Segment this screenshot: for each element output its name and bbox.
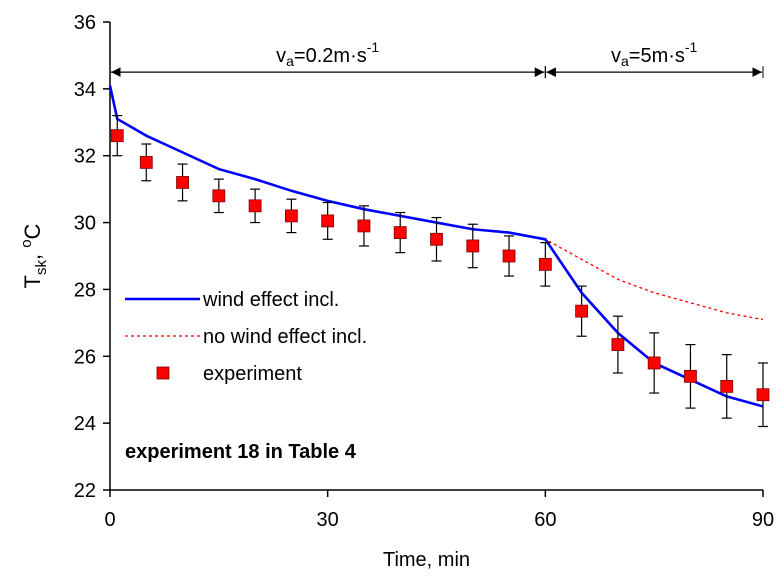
span-label: va=5m·s-1 [611,39,698,69]
span-label-part: =0.2m·s [294,45,367,67]
y-axis-title: Tsk, oC [18,223,50,288]
y-tick-label: 36 [74,12,96,34]
y-axis-title-part: , [20,248,45,260]
marker [756,388,770,402]
marker [575,304,589,318]
span-label-part: a [621,53,629,69]
y-tick-label: 32 [74,146,96,168]
marker [538,257,552,271]
x-axis-title: Time, min [383,549,470,571]
marker [647,356,661,370]
y-tick-label: 34 [74,79,96,101]
marker [684,369,697,383]
note: experiment 18 in Table 4 [125,441,357,463]
y-tick-label: 28 [74,279,96,301]
span-label-part: v [611,45,621,67]
y-axis-title-part: T [20,275,45,288]
y-axis-title-part: sk [33,260,50,276]
marker [212,189,226,203]
y-tick-label: 24 [74,413,96,435]
marker [720,379,734,393]
marker [502,249,516,263]
y-axis-title-part: o [18,239,35,247]
legend-marker [156,366,170,380]
marker [139,155,153,169]
legend-label: wind effect incl. [202,289,339,311]
span-label-part: =5m·s [629,45,685,67]
span-label-part: a [286,53,294,69]
series-line [109,85,764,321]
legend-label: no wind effect incl. [203,326,367,348]
marker [393,226,407,240]
y-tick-label: 26 [74,346,96,368]
marker [176,176,189,189]
x-tick-label: 0 [104,509,115,531]
marker [466,239,480,253]
x-tick-label: 60 [534,509,556,531]
span-label-part: -1 [367,39,380,55]
span-label: va=0.2m·s-1 [276,39,379,69]
legend-label: experiment [203,363,302,385]
span-label-part: v [276,45,286,67]
marker [321,214,335,228]
y-tick-label: 22 [74,480,96,502]
marker [430,232,443,246]
x-tick-label: 90 [752,509,774,531]
span-label-part: -1 [685,39,698,55]
marker [357,219,371,233]
marker [248,199,262,213]
y-tick-label: 30 [74,213,96,235]
y-axis-title-part: C [20,223,45,239]
marker [611,338,625,351]
marker [110,129,124,143]
marker [284,209,298,223]
x-tick-label: 30 [317,509,339,531]
